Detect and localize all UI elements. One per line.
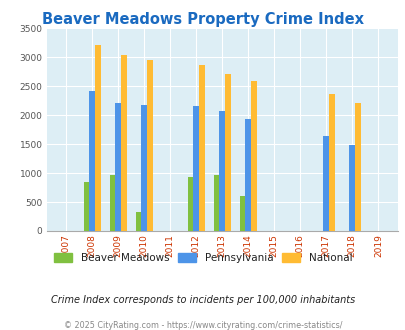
Bar [95,46,100,231]
Bar [213,175,219,231]
Legend: Beaver Meadows, Pennsylvania, National: Beaver Meadows, Pennsylvania, National [49,249,356,267]
Bar [89,91,95,231]
Bar [239,196,245,231]
Bar [187,177,193,231]
Bar [121,55,126,231]
Bar [328,94,334,231]
Text: Crime Index corresponds to incidents per 100,000 inhabitants: Crime Index corresponds to incidents per… [51,295,354,305]
Bar [83,182,89,231]
Bar [349,145,354,231]
Bar [354,103,360,231]
Bar [251,81,256,231]
Bar [147,60,152,231]
Bar [245,119,251,231]
Bar [193,106,198,231]
Bar [225,74,230,231]
Bar [198,65,205,231]
Bar [323,137,328,231]
Bar [109,175,115,231]
Text: Beaver Meadows Property Crime Index: Beaver Meadows Property Crime Index [42,12,363,26]
Bar [135,212,141,231]
Bar [141,105,147,231]
Bar [115,103,121,231]
Bar [219,111,225,231]
Text: © 2025 CityRating.com - https://www.cityrating.com/crime-statistics/: © 2025 CityRating.com - https://www.city… [64,321,341,330]
